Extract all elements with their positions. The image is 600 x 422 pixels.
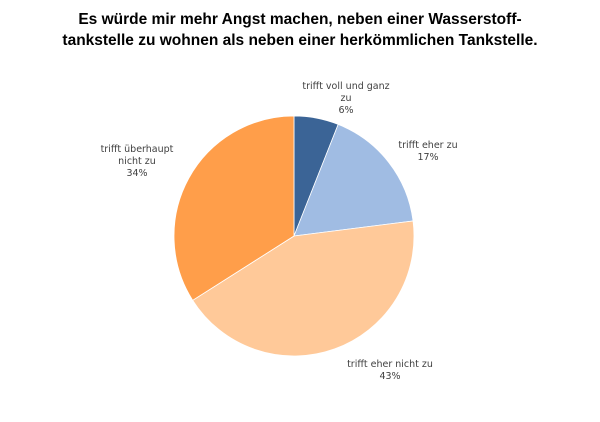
- chart-title: Es würde mir mehr Angst machen, neben ei…: [0, 9, 600, 51]
- pie-slices: [173, 115, 415, 357]
- slice-category-label-1-line-2: zu: [340, 93, 351, 104]
- slice-category-label-3-line-1: trifft eher nicht zu: [347, 359, 433, 370]
- slice-category-label-4-line-2: nicht zu: [118, 156, 156, 167]
- slice-value-label-2: 17%: [417, 152, 438, 163]
- slice-category-label-1-line-1: trifft voll und ganz: [302, 81, 389, 92]
- pie-slice-2: [293, 123, 414, 237]
- slice-value-label-4: 34%: [126, 168, 147, 179]
- slice-value-label-1: 6%: [338, 105, 353, 116]
- chart-title-line-1: Es würde mir mehr Angst machen, neben ei…: [78, 11, 522, 28]
- slice-category-label-2-line-1: trifft eher zu: [398, 140, 457, 151]
- slice-value-label-3: 43%: [379, 371, 400, 382]
- pie-slice-3: [192, 220, 415, 357]
- slice-category-label-4-line-1: trifft überhaupt: [101, 144, 174, 155]
- chart-title-line-2: tankstelle zu wohnen als neben einer her…: [62, 32, 538, 49]
- pie-slice-4: [173, 115, 295, 301]
